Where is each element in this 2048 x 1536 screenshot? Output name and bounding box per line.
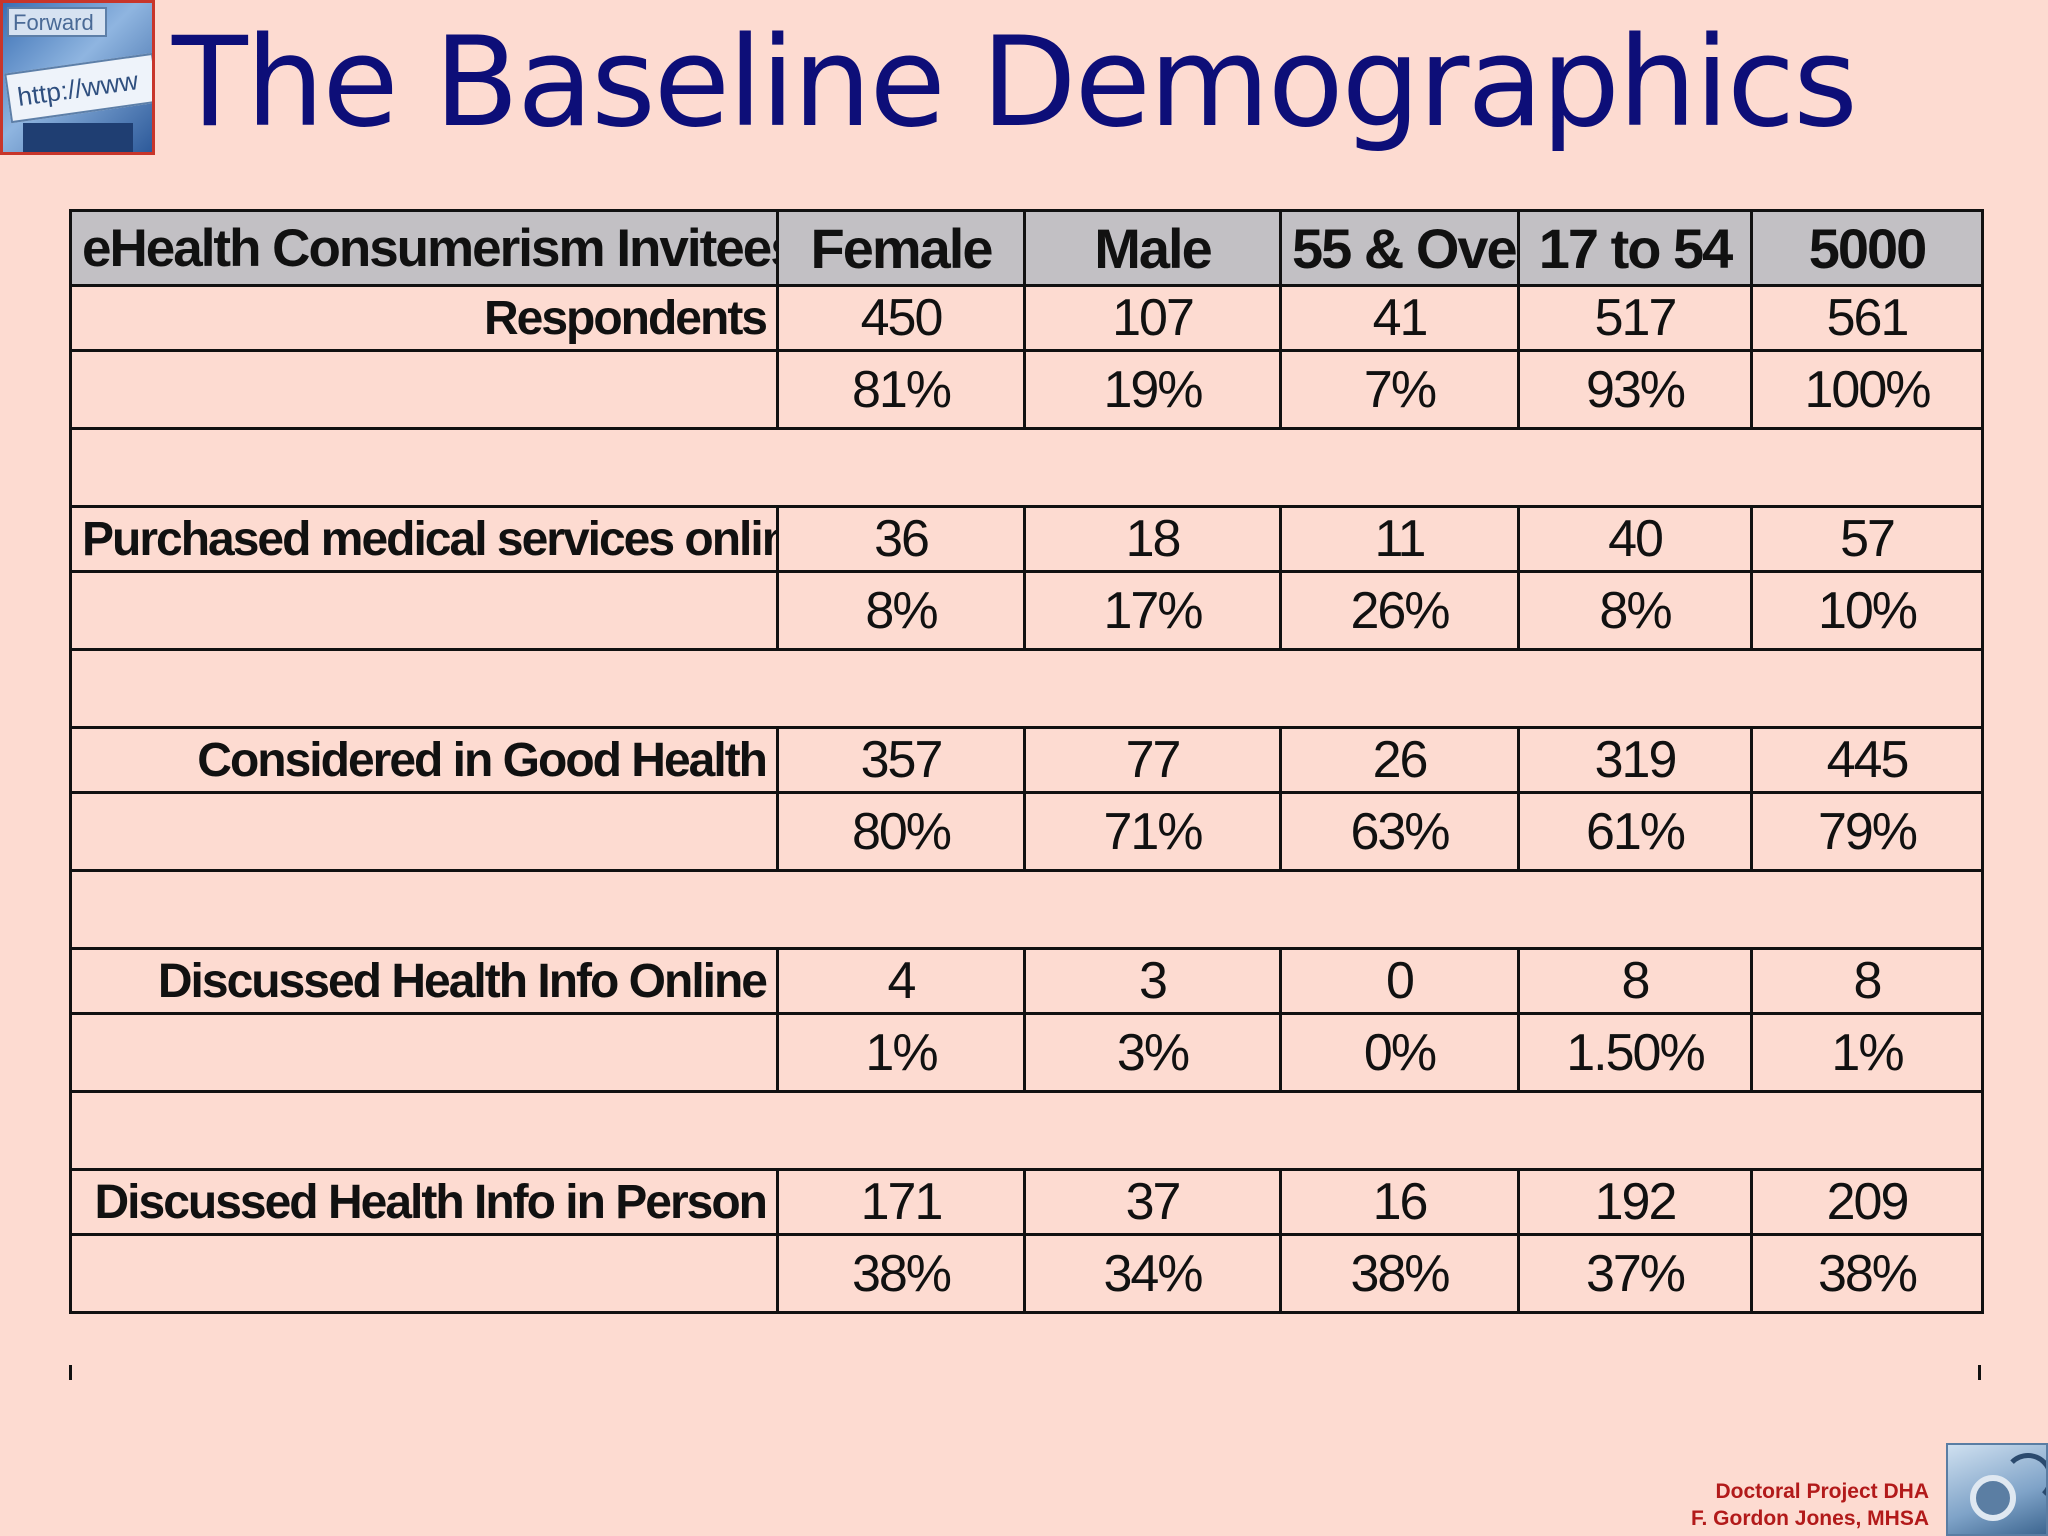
header-cell-female: Female bbox=[776, 209, 1026, 287]
table-cell: 36 bbox=[776, 505, 1026, 573]
table-cell: 3 bbox=[1023, 947, 1282, 1015]
table-cell: 3% bbox=[1023, 1012, 1282, 1093]
table-cell: 40 bbox=[1517, 505, 1753, 573]
demographics-table: eHealth Consumerism Invitees Female Male… bbox=[69, 209, 1984, 1314]
table-cell: 38% bbox=[1279, 1233, 1520, 1314]
row-label: Considered in Good Health bbox=[69, 726, 779, 794]
stethoscope-tube bbox=[2003, 1453, 2046, 1503]
table-cell: 37 bbox=[1023, 1168, 1282, 1236]
slide-title: The Baseline Demographics bbox=[172, 11, 1858, 155]
table-row-purchased-percent: 8% 17% 26% 8% 10% bbox=[69, 570, 1984, 651]
table-cell: 445 bbox=[1750, 726, 1984, 794]
spacer-cell bbox=[69, 648, 1984, 729]
table-row-online-count: Discussed Health Info Online 4 3 0 8 8 bbox=[69, 947, 1984, 1015]
table-cell: 0 bbox=[1279, 947, 1520, 1015]
table-row-good-health-count: Considered in Good Health 357 77 26 319 … bbox=[69, 726, 1984, 794]
table-cell: 26 bbox=[1279, 726, 1520, 794]
table-header-row: eHealth Consumerism Invitees Female Male… bbox=[69, 209, 1984, 287]
table-cell: 19% bbox=[1023, 349, 1282, 430]
table-cell: 8 bbox=[1517, 947, 1753, 1015]
table-row-online-percent: 1% 3% 0% 1.50% 1% bbox=[69, 1012, 1984, 1093]
table-cell: 77 bbox=[1023, 726, 1282, 794]
demographics-table-container: eHealth Consumerism Invitees Female Male… bbox=[69, 209, 1984, 1314]
table-cell: 0% bbox=[1279, 1012, 1520, 1093]
header-cell-55-over: 55 & Over bbox=[1279, 209, 1520, 287]
row-label: Respondents bbox=[69, 284, 779, 352]
table-cell: 71% bbox=[1023, 791, 1282, 872]
table-spacer-row bbox=[69, 869, 1984, 950]
table-spacer-row bbox=[69, 427, 1984, 508]
table-cell: 209 bbox=[1750, 1168, 1984, 1236]
empty-cell bbox=[69, 1012, 779, 1093]
table-cell: 192 bbox=[1517, 1168, 1753, 1236]
row-label: Discussed Health Info in Person bbox=[69, 1168, 779, 1236]
table-cell: 1% bbox=[1750, 1012, 1984, 1093]
empty-cell bbox=[69, 349, 779, 430]
header-cell-17-54: 17 to 54 bbox=[1517, 209, 1753, 287]
table-cell: 34% bbox=[1023, 1233, 1282, 1314]
spacer-cell bbox=[69, 427, 1984, 508]
row-label: Discussed Health Info Online bbox=[69, 947, 779, 1015]
table-cell: 11 bbox=[1279, 505, 1520, 573]
table-cell: 450 bbox=[776, 284, 1026, 352]
table-cell: 10% bbox=[1750, 570, 1984, 651]
credit-line-project: Doctoral Project DHA bbox=[1715, 1480, 1929, 1503]
table-cell: 4 bbox=[776, 947, 1026, 1015]
table-row-respondents-percent: 81% 19% 7% 93% 100% bbox=[69, 349, 1984, 430]
logo-forward-label: Forward bbox=[7, 7, 107, 37]
table-cell: 319 bbox=[1517, 726, 1753, 794]
header-cell-invitees: eHealth Consumerism Invitees bbox=[69, 209, 779, 287]
table-cell: 38% bbox=[1750, 1233, 1984, 1314]
table-row-in-person-percent: 38% 34% 38% 37% 38% bbox=[69, 1233, 1984, 1314]
header-cell-5000: 5000 bbox=[1750, 209, 1984, 287]
table-cell: 37% bbox=[1517, 1233, 1753, 1314]
empty-cell bbox=[69, 1233, 779, 1314]
table-cell: 17% bbox=[1023, 570, 1282, 651]
table-cell: 1% bbox=[776, 1012, 1026, 1093]
logo-url-text: http://www bbox=[4, 52, 152, 124]
table-cell: 93% bbox=[1517, 349, 1753, 430]
table-cell: 100% bbox=[1750, 349, 1984, 430]
empty-cell bbox=[69, 791, 779, 872]
table-cell: 26% bbox=[1279, 570, 1520, 651]
table-cell: 517 bbox=[1517, 284, 1753, 352]
table-cell: 8% bbox=[1517, 570, 1753, 651]
table-cell: 80% bbox=[776, 791, 1026, 872]
header-cell-male: Male bbox=[1023, 209, 1282, 287]
footer-credit: Doctoral Project DHA F. Gordon Jones, MH… bbox=[1691, 1478, 1929, 1532]
table-bottom-edge bbox=[69, 1365, 1981, 1380]
table-cell: 41 bbox=[1279, 284, 1520, 352]
table-cell: 107 bbox=[1023, 284, 1282, 352]
table-cell: 61% bbox=[1517, 791, 1753, 872]
table-cell: 1.50% bbox=[1517, 1012, 1753, 1093]
browser-screenshot-icon: Forward http://www bbox=[0, 0, 155, 155]
table-spacer-row bbox=[69, 1090, 1984, 1171]
table-cell: 81% bbox=[776, 349, 1026, 430]
spacer-cell bbox=[69, 1090, 1984, 1171]
table-cell: 38% bbox=[776, 1233, 1026, 1314]
row-label: Purchased medical services online bbox=[69, 505, 779, 573]
table-row-respondents-count: Respondents 450 107 41 517 561 bbox=[69, 284, 1984, 352]
credit-line-author: F. Gordon Jones, MHSA bbox=[1690, 1507, 1929, 1530]
table-row-good-health-percent: 80% 71% 63% 61% 79% bbox=[69, 791, 1984, 872]
table-cell: 79% bbox=[1750, 791, 1984, 872]
table-cell: 7% bbox=[1279, 349, 1520, 430]
table-cell: 57 bbox=[1750, 505, 1984, 573]
table-row-purchased-count: Purchased medical services online 36 18 … bbox=[69, 505, 1984, 573]
table-cell: 16 bbox=[1279, 1168, 1520, 1236]
table-cell: 171 bbox=[776, 1168, 1026, 1236]
spacer-cell bbox=[69, 869, 1984, 950]
table-cell: 357 bbox=[776, 726, 1026, 794]
table-spacer-row bbox=[69, 648, 1984, 729]
logo-dark-block bbox=[23, 123, 133, 152]
table-cell: 8% bbox=[776, 570, 1026, 651]
table-cell: 561 bbox=[1750, 284, 1984, 352]
table-cell: 18 bbox=[1023, 505, 1282, 573]
stethoscope-icon bbox=[1946, 1443, 2048, 1536]
empty-cell bbox=[69, 570, 779, 651]
table-cell: 8 bbox=[1750, 947, 1984, 1015]
table-row-in-person-count: Discussed Health Info in Person 171 37 1… bbox=[69, 1168, 1984, 1236]
table-cell: 63% bbox=[1279, 791, 1520, 872]
